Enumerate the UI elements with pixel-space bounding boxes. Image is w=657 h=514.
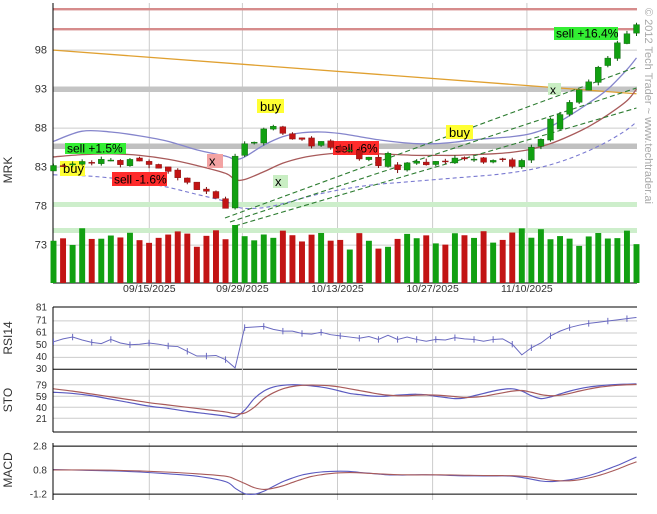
svg-text:71: 71 xyxy=(36,316,48,327)
svg-text:-1.2: -1.2 xyxy=(30,490,48,501)
svg-text:sell -1.6%: sell -1.6% xyxy=(114,173,167,187)
svg-text:buy: buy xyxy=(260,99,281,114)
svg-text:sell +16.4%: sell +16.4% xyxy=(556,27,619,41)
svg-text:21: 21 xyxy=(36,414,48,425)
svg-text:30: 30 xyxy=(36,364,48,375)
svg-text:73: 73 xyxy=(35,240,47,252)
svg-text:RSI14: RSI14 xyxy=(1,321,15,355)
svg-text:93: 93 xyxy=(35,84,47,96)
svg-text:x: x xyxy=(550,83,556,97)
svg-text:40: 40 xyxy=(36,403,48,414)
svg-text:98: 98 xyxy=(35,45,47,57)
svg-text:MRK: MRK xyxy=(1,157,15,184)
svg-text:sell +1.5%: sell +1.5% xyxy=(67,142,123,156)
svg-text:10/13/2025: 10/13/2025 xyxy=(311,283,364,295)
svg-text:MACD: MACD xyxy=(1,452,15,488)
svg-text:© 2012 Tech Trader ~ www.techt: © 2012 Tech Trader ~ www.techtrader.ai xyxy=(642,8,654,204)
svg-text:78: 78 xyxy=(35,201,47,213)
svg-text:88: 88 xyxy=(35,123,47,135)
svg-text:09/29/2025: 09/29/2025 xyxy=(216,283,269,295)
svg-text:81: 81 xyxy=(36,303,48,314)
svg-text:50: 50 xyxy=(36,340,48,351)
svg-text:59: 59 xyxy=(36,392,48,403)
svg-text:2.8: 2.8 xyxy=(33,442,47,453)
svg-text:10/27/2025: 10/27/2025 xyxy=(406,283,459,295)
svg-text:11/10/2025: 11/10/2025 xyxy=(501,283,553,295)
svg-text:STO: STO xyxy=(1,388,15,412)
svg-text:x: x xyxy=(209,154,216,169)
svg-text:0.8: 0.8 xyxy=(33,466,47,477)
svg-text:x: x xyxy=(275,174,282,189)
svg-text:61: 61 xyxy=(36,328,48,339)
svg-text:buy: buy xyxy=(449,125,470,140)
svg-text:83: 83 xyxy=(35,162,47,174)
svg-text:09/15/2025: 09/15/2025 xyxy=(123,283,176,295)
svg-text:79: 79 xyxy=(36,380,48,391)
svg-text:40: 40 xyxy=(36,352,48,363)
